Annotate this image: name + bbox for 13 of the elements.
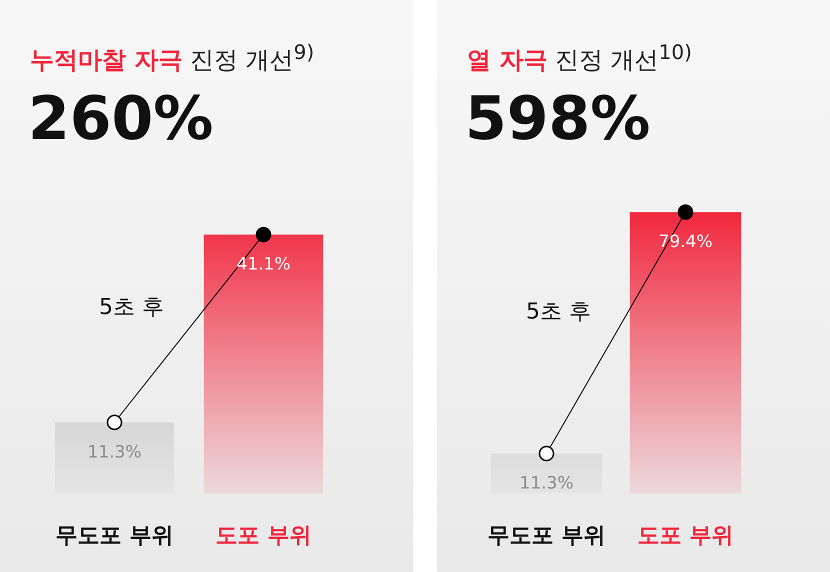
chart-subtitle: 598% xyxy=(465,84,650,154)
x-tick-label: 무도포 부위 xyxy=(56,524,174,549)
x-tick-label: 도포 부위 xyxy=(216,524,312,549)
chart-title: 열 자극 진정 개선$^{10)}$ xyxy=(467,40,692,74)
chart-subtitle: 260% xyxy=(28,84,214,154)
chart-title: 누적마찰 자극 진정 개선$^{9)}$ xyxy=(30,40,314,74)
annotation: 5초 후 xyxy=(99,295,164,320)
annotation: 5초 후 xyxy=(526,300,591,325)
x-tick-label: 도포 부위 xyxy=(638,524,734,549)
data-label: 11.3% xyxy=(519,473,574,494)
x-tick-label: 무도포 부위 xyxy=(488,524,606,549)
data-label: 41.1% xyxy=(236,254,291,274)
data-label: 11.3% xyxy=(87,442,142,462)
